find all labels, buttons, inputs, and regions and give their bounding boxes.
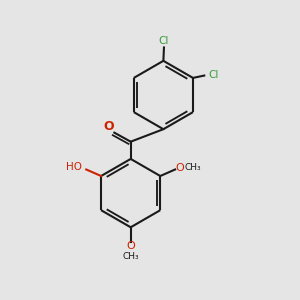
Text: O: O xyxy=(103,120,114,133)
Text: Cl: Cl xyxy=(208,70,218,80)
Text: O: O xyxy=(126,241,135,251)
Text: HO: HO xyxy=(66,162,82,172)
Text: O: O xyxy=(176,163,184,173)
Text: Cl: Cl xyxy=(159,36,169,46)
Text: CH₃: CH₃ xyxy=(185,164,201,172)
Text: CH₃: CH₃ xyxy=(122,252,139,261)
